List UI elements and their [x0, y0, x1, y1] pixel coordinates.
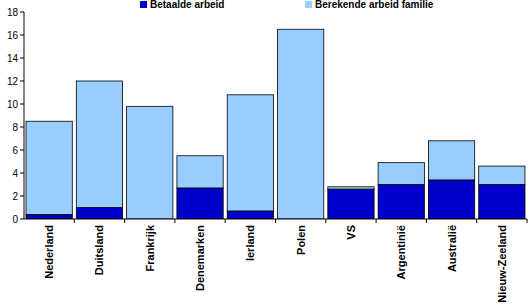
x-tick-label: Duitsland: [93, 225, 105, 275]
bar-segment: [479, 185, 525, 220]
y-tick-label: 10: [7, 99, 19, 110]
x-tick-label: Polen: [295, 225, 307, 255]
y-tick-label: 14: [7, 53, 19, 64]
x-tick: [527, 219, 528, 223]
chart-container: 0 2 4 6 8 10 12 14 16 18 Nederland Duitsland Frankri…: [0, 0, 530, 307]
chart: 0 2 4 6 8 10 12 14 16 18 Nederland Duitsland Frankri…: [0, 0, 530, 307]
y-tick: [20, 173, 24, 174]
y-tick-label: 12: [7, 76, 19, 87]
y-tick-label: 18: [7, 7, 19, 18]
x-tick-label: Frankrijk: [144, 224, 156, 271]
bar-segment: [127, 106, 173, 219]
y-tick-label: 2: [12, 191, 18, 202]
x-tick-label: VS: [345, 225, 357, 240]
legend-label: Berekende arbeid familie: [315, 0, 434, 10]
bar-segment: [177, 156, 223, 188]
x-tick-label: Ierland: [244, 225, 256, 261]
y-tick: [20, 150, 24, 151]
bar-segment: [227, 95, 273, 211]
x-tick-label: Argentinië: [395, 225, 407, 279]
bar-segment: [378, 185, 424, 220]
x-tick-label: Denemarken: [194, 225, 206, 291]
legend-label: Betaalde arbeid: [150, 0, 224, 10]
y-tick: [20, 81, 24, 82]
x-tick: [426, 219, 427, 223]
x-tick-label: Nederland: [43, 225, 55, 279]
legend-swatch: [305, 1, 312, 8]
x-tick: [376, 219, 377, 223]
x-tick: [275, 219, 276, 223]
y-axis: [24, 12, 25, 219]
bar-segment: [328, 189, 374, 219]
y-tick: [20, 104, 24, 105]
y-tick: [20, 12, 24, 13]
y-tick: [20, 219, 24, 220]
x-tick-label: Australië: [446, 225, 458, 272]
y-tick-label: 16: [7, 30, 19, 41]
bar-segment: [76, 208, 122, 220]
y-tick-label: 8: [12, 122, 18, 133]
bar-segment: [26, 121, 72, 214]
x-tick: [476, 219, 477, 223]
bar-segment: [76, 81, 122, 208]
x-tick: [325, 219, 326, 223]
y-tick-label: 4: [12, 168, 18, 179]
x-tick: [174, 219, 175, 223]
x-tick: [124, 219, 125, 223]
bar-segment: [26, 214, 72, 219]
legend-swatch: [140, 1, 147, 8]
x-tick: [225, 219, 226, 223]
y-tick: [20, 196, 24, 197]
y-tick: [20, 127, 24, 128]
bar-segment: [328, 187, 374, 189]
bar-segment: [428, 180, 474, 219]
bars: [26, 29, 525, 219]
y-tick: [20, 58, 24, 59]
y-tick: [20, 35, 24, 36]
x-tick-label: Nieuw-Zeeland: [496, 225, 508, 303]
bar-segment: [278, 29, 324, 219]
x-tick: [74, 219, 75, 223]
bar-segment: [177, 188, 223, 219]
y-tick-label: 0: [12, 214, 18, 225]
bar-segment: [428, 141, 474, 180]
bar-segment: [479, 166, 525, 184]
y-tick-label: 6: [12, 145, 18, 156]
bar-segment: [378, 163, 424, 185]
bar-segment: [227, 211, 273, 219]
